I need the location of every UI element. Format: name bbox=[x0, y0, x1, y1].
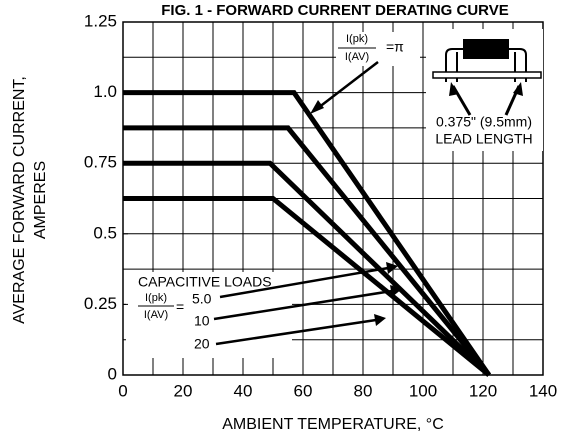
diode-body bbox=[463, 39, 509, 59]
x-tick-label: 140 bbox=[529, 381, 557, 400]
board bbox=[433, 72, 541, 78]
annotations: 0.375" (9.5mm) LEAD LENGTH I(pk) I(AV) =… bbox=[126, 29, 543, 358]
y-tick-label: 0.5 bbox=[93, 223, 117, 242]
x-tick-label: 60 bbox=[294, 381, 313, 400]
x-tick-label: 0 bbox=[118, 381, 127, 400]
lead-label: 0.375" (9.5mm) bbox=[436, 114, 532, 130]
chart-title: FIG. 1 - FORWARD CURRENT DERATING CURVE bbox=[161, 2, 509, 19]
y-axis-label: AVERAGE FORWARD CURRENT, bbox=[11, 76, 28, 324]
ratio-eq: = bbox=[176, 299, 184, 315]
x-tick-label: 100 bbox=[409, 381, 437, 400]
load-label: 5.0 bbox=[192, 291, 212, 307]
arrowhead bbox=[310, 100, 324, 114]
ratio-num: I(pk) bbox=[145, 292, 167, 304]
lead-label: LEAD LENGTH bbox=[435, 131, 532, 147]
loads-title: CAPACITIVE LOADS bbox=[138, 274, 272, 290]
ratio-den: I(AV) bbox=[345, 51, 369, 63]
x-tick-label: 80 bbox=[354, 381, 373, 400]
y-tick-label: 1.0 bbox=[93, 82, 117, 101]
x-tick-label: 40 bbox=[234, 381, 253, 400]
ratio-eq: =π bbox=[386, 39, 404, 55]
y-axis-label: AMPERES bbox=[32, 161, 49, 239]
y-tick-label: 1.25 bbox=[84, 11, 117, 30]
y-tick-label: 0.25 bbox=[84, 294, 117, 313]
arrowhead bbox=[374, 314, 386, 326]
x-tick-label: 20 bbox=[174, 381, 193, 400]
ratio-num: I(pk) bbox=[346, 33, 368, 45]
chart: FIG. 1 - FORWARD CURRENT DERATING CURVE … bbox=[0, 0, 570, 441]
x-axis-label: AMBIENT TEMPERATURE, °C bbox=[222, 416, 444, 433]
y-tick-label: 0.75 bbox=[84, 153, 117, 172]
ratio-den: I(AV) bbox=[144, 309, 168, 321]
load-label: 20 bbox=[194, 336, 210, 352]
arrow bbox=[318, 62, 378, 108]
y-tick-label: 0 bbox=[108, 364, 117, 383]
x-tick-label: 120 bbox=[469, 381, 497, 400]
load-label: 10 bbox=[194, 313, 210, 329]
